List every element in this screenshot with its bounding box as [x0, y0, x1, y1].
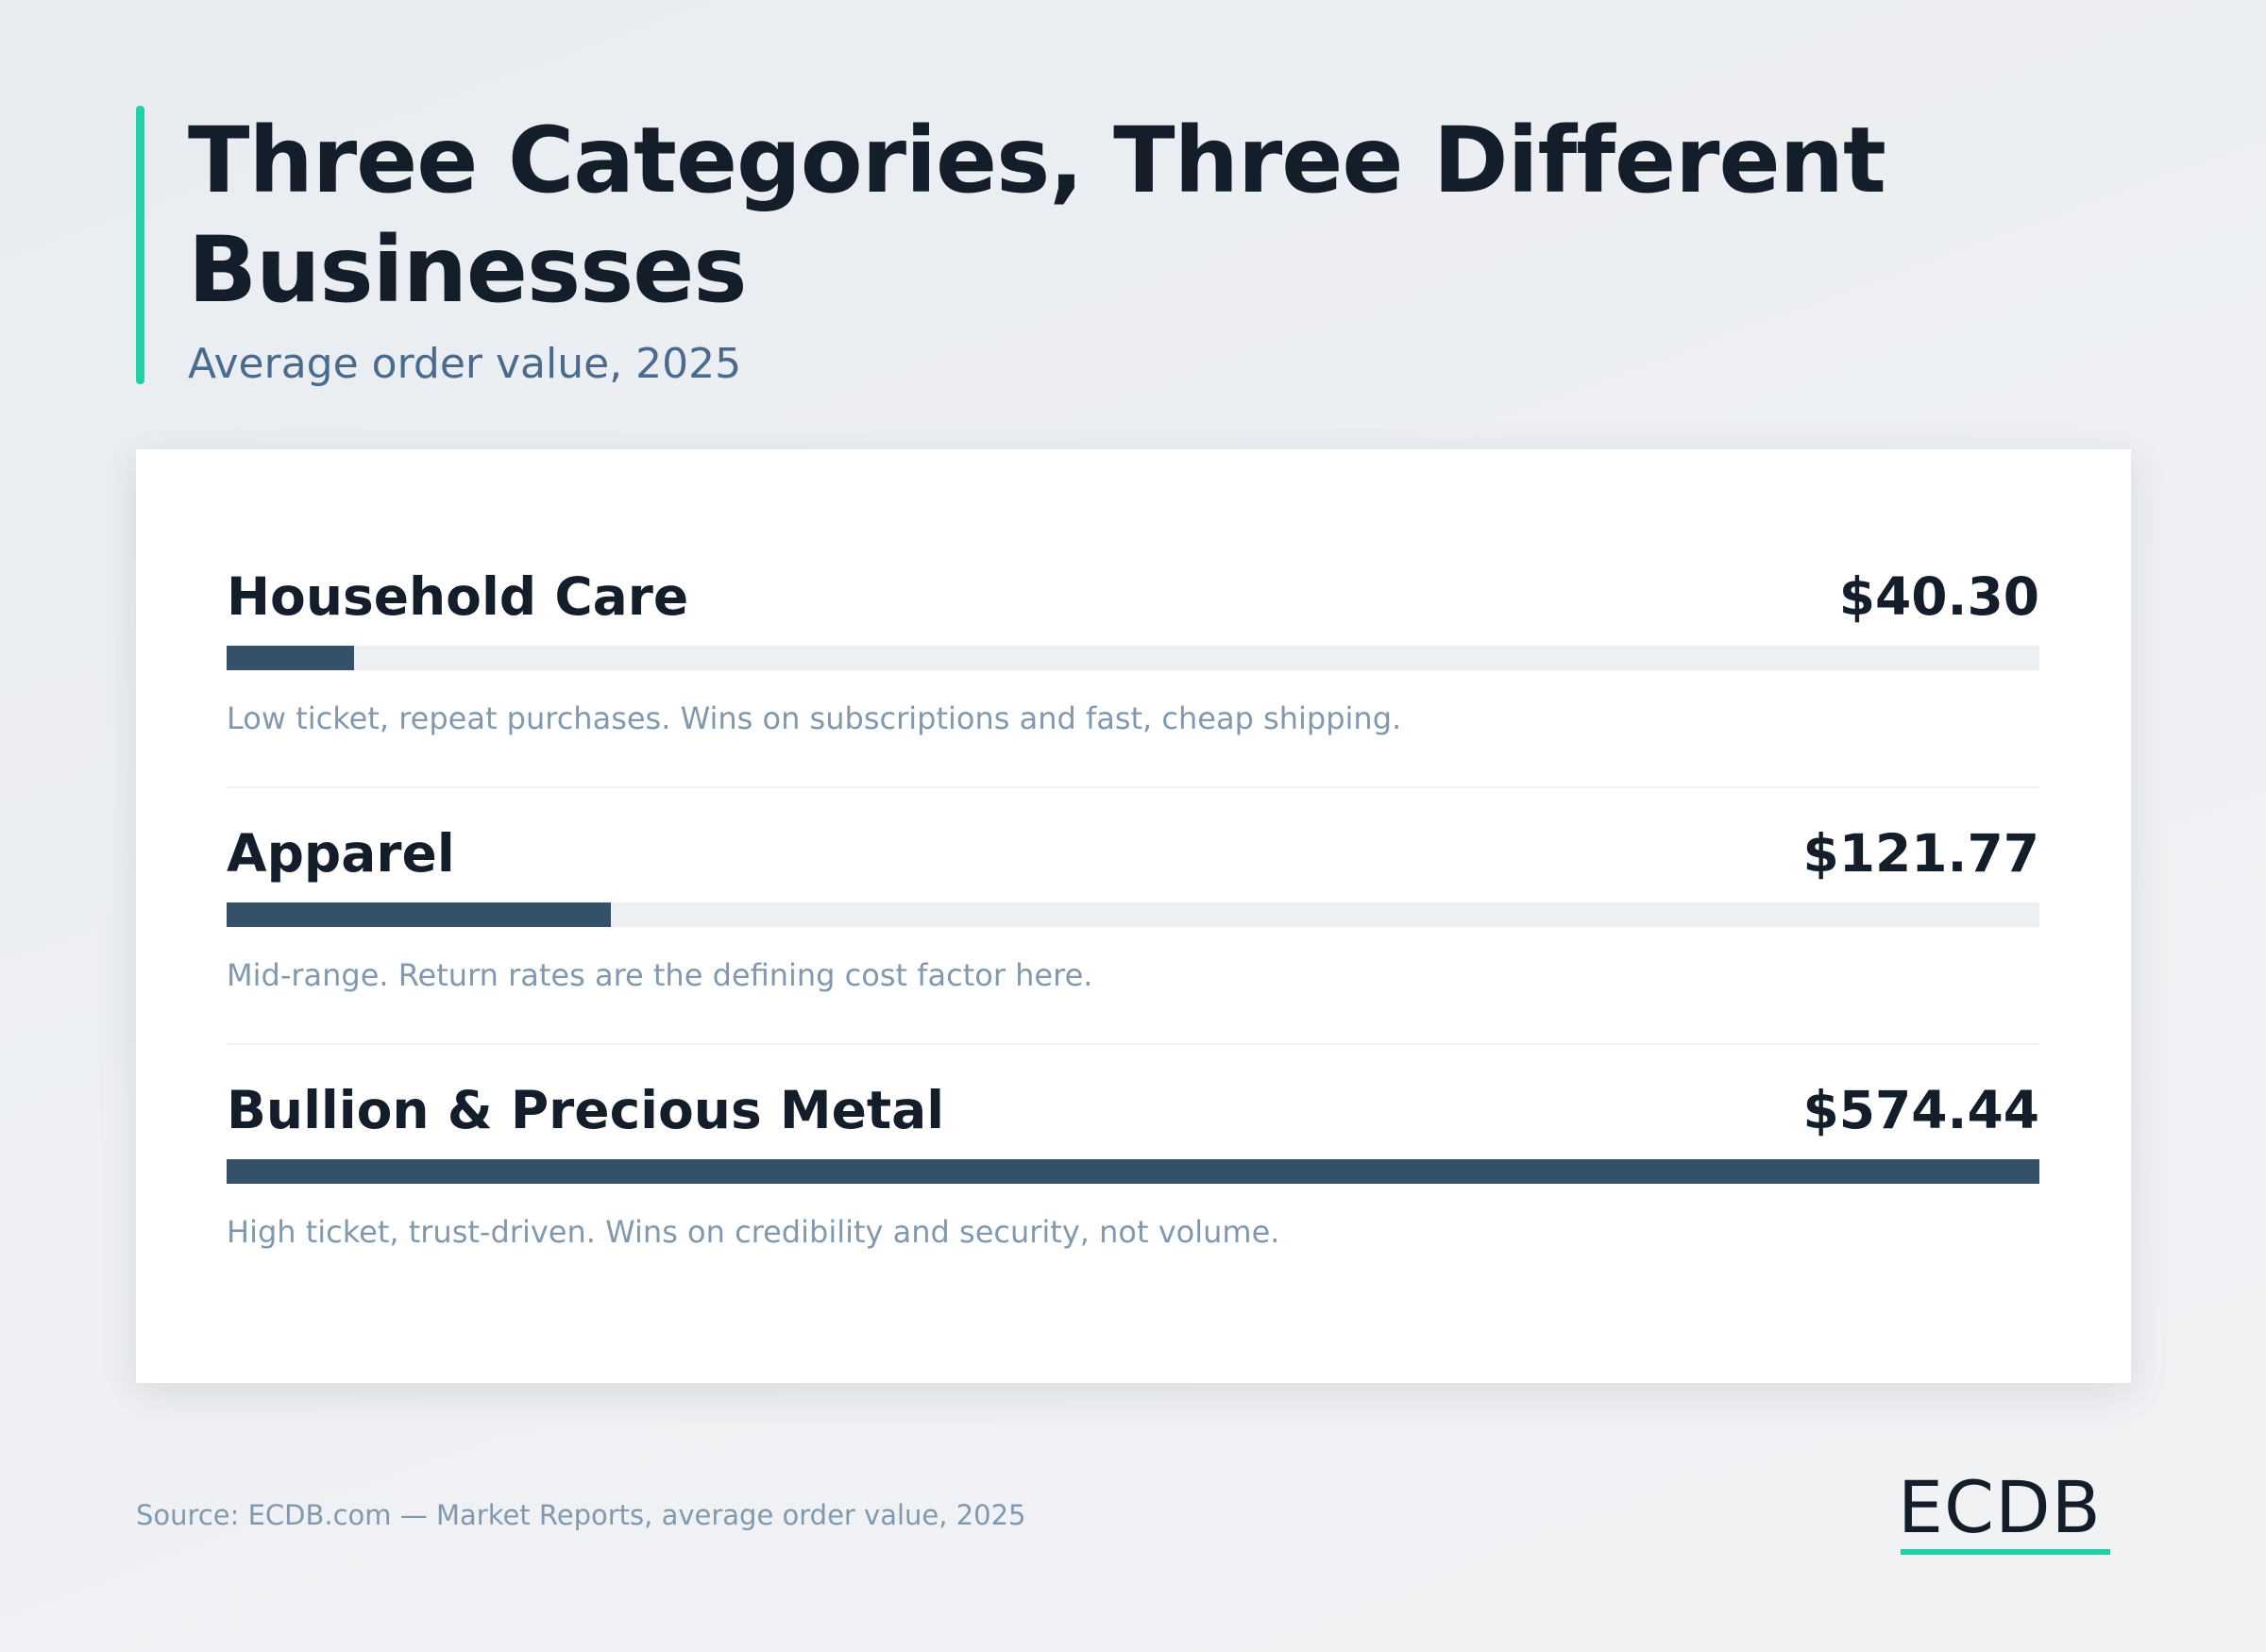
value-label: $121.77	[1802, 823, 2039, 884]
chart-subtitle: Average order value, 2025	[188, 340, 742, 388]
logo-underline	[1901, 1549, 2110, 1555]
divider	[227, 1043, 2039, 1045]
bar	[227, 1159, 2039, 1184]
source: Source: ECDB.com — Market Reports, avera…	[136, 1499, 1026, 1531]
category-label: Apparel	[227, 823, 455, 884]
logo: ECDB	[1898, 1465, 2102, 1549]
accent-bar	[136, 106, 144, 384]
category-label: Household Care	[227, 566, 689, 627]
bar	[227, 902, 611, 927]
value-label: $574.44	[1802, 1080, 2039, 1140]
bar-track	[227, 646, 2039, 670]
bar	[227, 646, 354, 670]
chart-title: Three Categories, Three Different Busine…	[188, 108, 1886, 323]
category-label: Bullion & Precious Metal	[227, 1080, 945, 1140]
description: Mid-range. Return rates are the defining…	[227, 957, 1093, 993]
description: Low ticket, repeat purchases. Wins on su…	[227, 700, 1402, 736]
description: High ticket, trust-driven. Wins on credi…	[227, 1214, 1280, 1250]
value-label: $40.30	[1838, 566, 2039, 627]
divider	[227, 786, 2039, 788]
